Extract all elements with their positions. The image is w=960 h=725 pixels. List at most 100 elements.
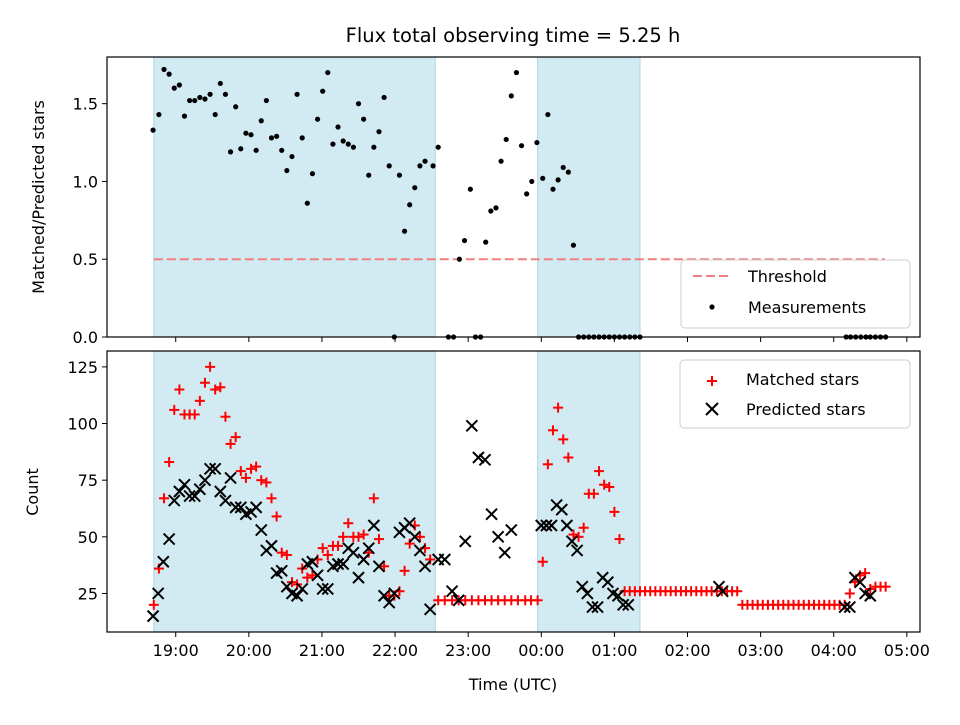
measurement-point: [345, 141, 351, 147]
predicted-star-point: [485, 507, 498, 521]
matched-star-point: [281, 549, 292, 560]
predicted-star-point: [214, 485, 227, 498]
measurement-point: [238, 146, 244, 152]
x-tick-label: 02:00: [664, 641, 710, 660]
measurement-point: [181, 113, 188, 119]
bottom-x-ticks: 19:00 20:00 21:00 22:00 23:00 00:00 01:00 02:00…: [153, 632, 930, 660]
predicted-star-point: [622, 598, 635, 612]
measurement-point: [299, 135, 305, 141]
bottom-y-tick-label: 25: [78, 584, 98, 603]
measurement-point: [461, 237, 468, 244]
legend-matched-label: Matched stars: [746, 370, 859, 389]
top-y-axis-label: Matched/Predicted stars: [29, 100, 48, 294]
predicted-star-point: [383, 596, 396, 609]
measurement-point: [560, 164, 566, 171]
matched-star-point: [189, 409, 200, 420]
predicted-star-point: [535, 519, 548, 532]
matched-star-point: [256, 475, 267, 486]
measurement-point: [187, 97, 193, 104]
measurement-point: [304, 200, 310, 206]
matched-star-point: [553, 402, 564, 413]
measurement-point: [540, 175, 546, 181]
predicted-star-point: [162, 532, 176, 546]
matched-star-point: [588, 488, 599, 499]
measurement-point: [171, 85, 177, 91]
matched-star-point: [353, 531, 364, 542]
predicted-star-point: [280, 580, 294, 593]
predicted-star-point: [445, 585, 459, 598]
matched-star-point: [343, 518, 354, 529]
measurement-point: [314, 116, 321, 122]
measurement-point: [217, 80, 223, 87]
observing-window-shades: [153, 56, 641, 338]
predicted-star-point: [465, 419, 479, 432]
measurement-point: [513, 69, 520, 76]
measurement-point: [412, 185, 418, 191]
measurement-point: [294, 91, 300, 97]
matched-star-point: [317, 543, 328, 554]
measurement-point: [274, 133, 280, 139]
measurement-point: [534, 139, 540, 146]
matched-star-point: [547, 425, 558, 436]
measurement-point: [253, 147, 259, 153]
bottom-legend-box: [679, 359, 911, 429]
matched-star-point: [425, 554, 436, 565]
predicted-stars-points: [146, 419, 877, 623]
predicted-star-point: [347, 546, 360, 559]
matched-star-point: [399, 565, 410, 576]
predicted-star-point: [275, 564, 288, 578]
measurement-point: [197, 94, 203, 101]
predicted-star-point: [151, 587, 165, 600]
measurement-point: [565, 169, 571, 175]
bottom-axes-frame: [106, 350, 921, 633]
measurement-point: [488, 208, 494, 214]
measurement-point: [192, 97, 198, 104]
measurement-point: [366, 172, 372, 178]
matched-star-point: [414, 531, 425, 542]
x-axis-label: Time (UTC): [468, 675, 557, 694]
measurement-point: [545, 111, 551, 118]
bottom-y-tick-label: 75: [78, 471, 98, 490]
predicted-star-point: [290, 589, 304, 602]
measurement-point: [498, 158, 504, 164]
x-tick-label: 03:00: [738, 641, 784, 660]
count-panel: 25 50 75 100 125 19:00 20:00 21:00 22:00 23:00 00…: [23, 350, 930, 694]
matched-stars-points: [148, 361, 891, 610]
predicted-star-point: [367, 519, 381, 532]
matched-star-point: [148, 599, 159, 610]
predicted-star-point: [591, 600, 604, 614]
predicted-star-point: [611, 589, 625, 602]
legend-predicted-label: Predicted stars: [746, 400, 866, 419]
predicted-star-point: [438, 553, 451, 566]
bottom-legend: Matched stars Predicted stars: [679, 359, 911, 429]
predicted-star-point: [545, 519, 558, 532]
predicted-star-point: [183, 489, 196, 503]
measurement-point: [340, 138, 346, 144]
x-tick-label: 21:00: [299, 641, 345, 660]
measurement-point: [335, 124, 341, 130]
matched-star-point: [302, 572, 313, 583]
predicted-star-point: [864, 589, 877, 602]
matched-star-point: [220, 411, 231, 422]
matched-star-point: [558, 434, 569, 445]
top-x-ticks: [175, 337, 908, 342]
legend-predicted-swatch: [705, 402, 719, 416]
predicted-star-point: [576, 580, 589, 593]
matched-star-point: [194, 395, 205, 406]
predicted-star-point: [560, 519, 574, 532]
predicted-star-point: [229, 501, 242, 514]
matched-star-point: [578, 522, 589, 533]
measurement-point: [361, 116, 367, 122]
predicted-star-point: [408, 530, 422, 544]
matched-star-point: [563, 452, 574, 463]
measurement-point: [355, 101, 362, 107]
x-tick-label: 19:00: [153, 641, 199, 660]
predicted-star-point: [570, 544, 584, 557]
top-y-tick-label: 1.0: [73, 172, 98, 191]
predicted-star-point: [565, 535, 579, 548]
matched-star-point: [614, 534, 625, 545]
measurement-point: [202, 96, 208, 102]
measurement-point: [330, 141, 336, 147]
